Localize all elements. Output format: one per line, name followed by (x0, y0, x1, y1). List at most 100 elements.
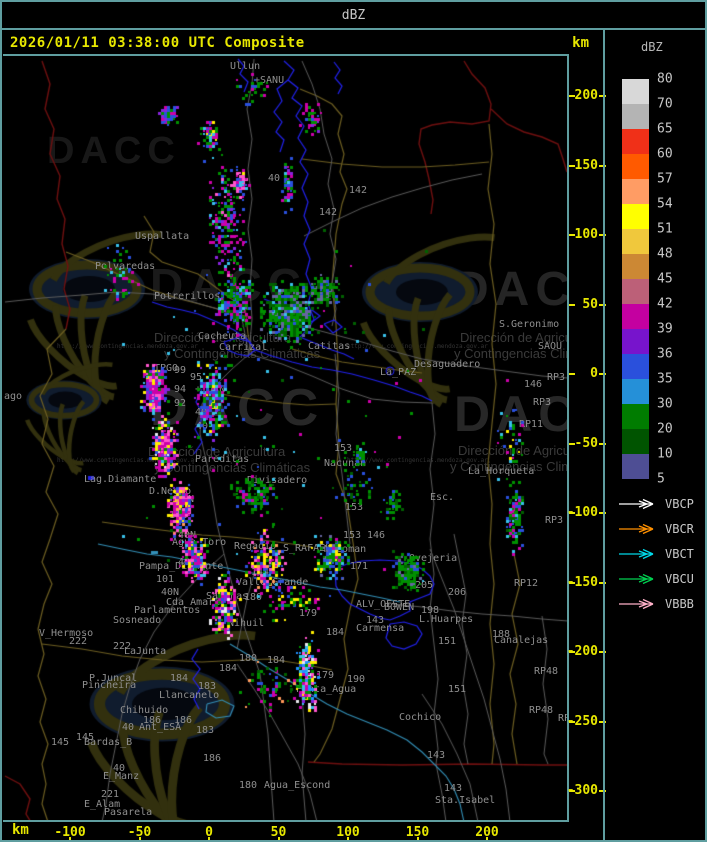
vector-arrow-icon (619, 523, 654, 535)
dbz-scale-label: 70 (657, 96, 673, 112)
dbz-scale-color-block (622, 279, 649, 304)
y-axis-tick (599, 303, 606, 306)
x-axis-tick-label: 50 (270, 825, 287, 840)
dbz-scale-label: 80 (657, 71, 673, 87)
vector-arrow-icon (619, 598, 654, 610)
dbz-scale-color-block (622, 304, 649, 329)
radar-map-viewport: DACCDACCDACCDACCDACCDirección de Agricul… (3, 54, 569, 822)
dbz-scale-label: 48 (657, 246, 673, 262)
dbz-scale-color-block (622, 79, 649, 104)
dbz-scale-label: 57 (657, 171, 673, 187)
x-axis-unit-label: km (12, 822, 29, 838)
dbz-scale-color-block (622, 379, 649, 404)
x-axis-tick-label: 100 (336, 825, 360, 840)
y-axis-tick (569, 720, 575, 723)
dbz-scale-label: 20 (657, 421, 673, 437)
y-axis-tick (599, 512, 606, 514)
y-axis-tick (569, 95, 575, 97)
dbz-scale-color-block (622, 254, 649, 279)
arrow-legend-label: VBCT (665, 547, 694, 561)
x-axis-tick (138, 837, 141, 840)
y-axis-tick (569, 303, 575, 306)
y-axis-tick (569, 512, 575, 514)
x-axis-tick-label: 150 (405, 825, 430, 840)
y-axis-tick-label: 100 (574, 227, 598, 242)
y-axis-tick (599, 373, 606, 375)
dbz-scale-color-block (622, 404, 649, 429)
top-banner: dBZ (2, 2, 705, 30)
y-axis-tick-label: -250 (566, 713, 598, 729)
y-axis-tick (599, 651, 606, 653)
y-axis-tick-label: -50 (574, 435, 598, 451)
units-banner-label: dBZ (341, 7, 366, 23)
y-axis-tick (599, 95, 606, 97)
y-axis-tick (569, 234, 575, 236)
arrow-legend-row: VBCU (617, 572, 694, 586)
y-axis-tick-label: -150 (566, 574, 598, 590)
y-axis-tick (599, 581, 606, 584)
x-axis-tick (486, 837, 488, 840)
dbz-scale-color-block (622, 229, 649, 254)
x-axis-tick-label: 200 (475, 825, 499, 840)
radar-echo-canvas (3, 56, 567, 820)
y-axis-tick (569, 581, 575, 584)
y-axis-tick (569, 164, 575, 167)
y-axis-tick (599, 442, 606, 445)
legend-panel: dBZ 80 70 65 60 57 54 51 48 45 42 39 36 35 30 20 10 5 VB… (603, 30, 705, 840)
legend-title: dBZ (641, 40, 663, 54)
dbz-scale-label: 51 (657, 221, 673, 237)
dbz-scale-color-block (622, 454, 649, 479)
y-axis-tick (569, 373, 575, 375)
x-axis-tick (416, 837, 419, 840)
y-axis-tick (569, 790, 575, 792)
y-axis-tick (599, 720, 606, 723)
y-axis-tick (569, 442, 575, 445)
arrow-legend-row: VBCR (617, 522, 694, 536)
dbz-scale-label: 54 (657, 196, 673, 212)
y-axis-tick-label: -200 (566, 644, 598, 659)
vector-arrow-icon (619, 548, 654, 560)
timestamp-title: 2026/01/11 03:38:00 UTC Composite (10, 35, 305, 51)
vector-arrow-icon (619, 573, 654, 585)
arrow-legend-label: VBCP (665, 497, 694, 511)
y-axis-tick-label: 50 (582, 296, 598, 312)
dbz-scale-label: 10 (657, 446, 673, 462)
dbz-scale-label: 65 (657, 121, 673, 137)
arrow-legend-row: VBCP (617, 497, 694, 511)
vector-arrow-icon (619, 498, 654, 510)
x-axis-tick (347, 837, 349, 840)
dbz-scale-color-block (622, 104, 649, 129)
dbz-scale-label: 45 (657, 271, 673, 287)
y-axis-tick-label: 0 (590, 366, 598, 381)
y-axis-tick (569, 651, 575, 653)
x-axis-tick (277, 837, 280, 840)
x-axis-tick-label: 0 (205, 825, 213, 840)
x-axis-tick-label: -50 (127, 825, 152, 840)
dbz-scale-label: 30 (657, 396, 673, 412)
x-axis: km -100 -50 0 50 100 150 200 (2, 822, 603, 840)
dbz-scale-label: 60 (657, 146, 673, 162)
y-axis-tick (599, 790, 606, 792)
km-unit-label: km (572, 35, 589, 51)
x-axis-tick-label: -100 (54, 825, 86, 840)
y-axis-tick (599, 164, 606, 167)
dbz-scale-color-block (622, 154, 649, 179)
x-axis-tick (69, 837, 71, 840)
y-axis-tick-label: 150 (574, 157, 598, 173)
dbz-scale-label: 39 (657, 321, 673, 337)
arrow-legend-row: VBCT (617, 547, 694, 561)
y-axis-tick-label: -100 (566, 505, 598, 520)
dbz-scale-color-block (622, 179, 649, 204)
dbz-scale-label: 36 (657, 346, 673, 362)
dbz-scale-color-block (622, 129, 649, 154)
title-bar: 2026/01/11 03:38:00 UTC Composite km (2, 30, 603, 56)
y-axis-tick-label: 200 (574, 88, 598, 103)
dbz-scale-label: 42 (657, 296, 673, 312)
arrow-legend-label: VBCU (665, 572, 694, 586)
dbz-scale-color-block (622, 204, 649, 229)
arrow-legend-label: VBBB (665, 597, 694, 611)
arrow-legend-label: VBCR (665, 522, 694, 536)
arrow-legend-row: VBBB (617, 597, 694, 611)
x-axis-tick (208, 837, 210, 840)
